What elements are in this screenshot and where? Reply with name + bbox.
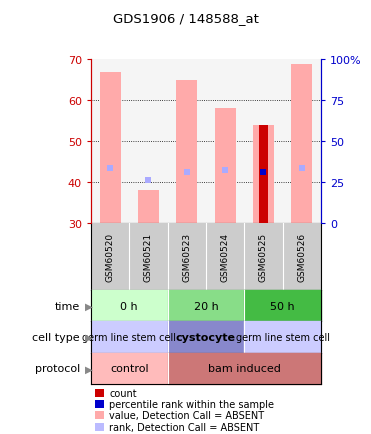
- Text: percentile rank within the sample: percentile rank within the sample: [109, 399, 275, 409]
- Text: GDS1906 / 148588_at: GDS1906 / 148588_at: [112, 12, 259, 25]
- Text: GSM60526: GSM60526: [297, 232, 306, 281]
- Text: cell type: cell type: [32, 332, 80, 342]
- Text: GSM60524: GSM60524: [221, 232, 230, 281]
- Text: germ line stem cell: germ line stem cell: [236, 332, 329, 342]
- Text: protocol: protocol: [35, 364, 80, 373]
- Text: cystocyte: cystocyte: [176, 332, 236, 342]
- Bar: [91, 353, 168, 384]
- Bar: [168, 290, 244, 322]
- Text: control: control: [110, 364, 148, 373]
- Bar: [244, 322, 321, 353]
- Bar: [214, 109, 236, 223]
- Text: value, Detection Call = ABSENT: value, Detection Call = ABSENT: [109, 411, 265, 420]
- Text: 0 h: 0 h: [121, 301, 138, 311]
- Bar: [176, 81, 197, 223]
- Text: bam induced: bam induced: [208, 364, 281, 373]
- Bar: [91, 322, 168, 353]
- Text: rank, Detection Call = ABSENT: rank, Detection Call = ABSENT: [109, 422, 260, 431]
- Text: 20 h: 20 h: [194, 301, 218, 311]
- Text: GSM60520: GSM60520: [106, 232, 115, 281]
- Text: time: time: [55, 301, 80, 311]
- Bar: [91, 290, 168, 322]
- Text: germ line stem cell: germ line stem cell: [82, 332, 176, 342]
- Text: GSM60523: GSM60523: [182, 232, 191, 281]
- Bar: [168, 353, 321, 384]
- Bar: [99, 72, 121, 223]
- Bar: [138, 191, 159, 223]
- Text: ▶: ▶: [85, 301, 93, 311]
- Text: count: count: [109, 388, 137, 398]
- Text: ▶: ▶: [85, 332, 93, 342]
- Text: GSM60521: GSM60521: [144, 232, 153, 281]
- Text: GSM60525: GSM60525: [259, 232, 268, 281]
- Text: ▶: ▶: [85, 364, 93, 373]
- Bar: [291, 64, 312, 223]
- Bar: [259, 125, 268, 223]
- Bar: [244, 290, 321, 322]
- Bar: [168, 322, 244, 353]
- Text: 50 h: 50 h: [270, 301, 295, 311]
- Bar: [253, 125, 274, 223]
